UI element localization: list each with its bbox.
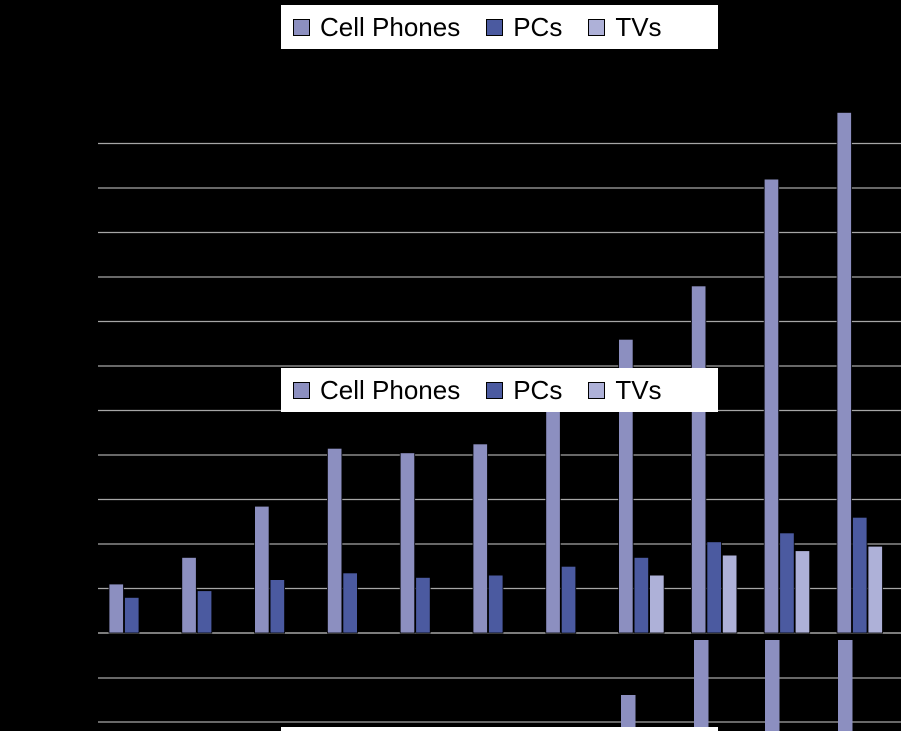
bar-pcs	[633, 557, 649, 634]
legend-dup-label-cell-phones: Cell Phones	[320, 374, 461, 405]
legend-entry-pcs: PCs	[486, 12, 562, 43]
bar-pcs	[779, 532, 795, 634]
bar-tvs	[867, 545, 883, 634]
bar-cell-phones	[545, 405, 561, 634]
legend-swatch-tvs	[588, 18, 606, 36]
legend-entry-cell-phones: Cell Phones	[293, 12, 460, 43]
lower-bar-fragment	[765, 640, 780, 731]
bar-cell-phones	[618, 338, 634, 634]
bars	[108, 112, 883, 634]
legend-duplicate: Cell Phones PCs TVs	[281, 368, 718, 412]
bar-pcs	[415, 577, 431, 634]
bar-pcs	[852, 516, 868, 634]
legend-swatch-cell-phones	[293, 18, 310, 36]
legend-dup-entry-tvs: TVs	[588, 374, 662, 406]
lower-gridlines	[98, 640, 901, 731]
bar-pcs	[342, 572, 358, 634]
legend-label-cell-phones: Cell Phones	[320, 11, 461, 42]
bar-cell-phones	[691, 285, 707, 634]
bar-pcs	[560, 565, 577, 634]
bar-tvs	[794, 550, 811, 634]
bar-pcs	[124, 597, 140, 634]
bar-cell-phones	[254, 505, 270, 634]
legend-dup-swatch-pcs	[486, 381, 504, 399]
bar-tvs	[722, 554, 738, 634]
bar-cell-phones	[836, 112, 852, 634]
bar-pcs	[196, 590, 213, 634]
legend-dup-label-tvs: TVs	[615, 374, 662, 405]
legend-dup-label-pcs: PCs	[513, 374, 563, 405]
legend-label-pcs: PCs	[513, 11, 563, 42]
legend-entry-tvs: TVs	[588, 11, 662, 43]
bar-pcs	[269, 579, 286, 634]
bar-cell-phones	[326, 447, 343, 634]
bar-pcs	[706, 541, 722, 634]
lower-bar-fragment	[694, 640, 709, 731]
legend-top: Cell Phones PCs TVs	[281, 5, 718, 49]
legend-dup-entry-pcs: PCs	[486, 375, 562, 406]
bar-pcs	[488, 574, 504, 634]
bar-cell-phones	[472, 443, 488, 634]
legend-dup-swatch-tvs	[588, 381, 606, 399]
bar-tvs	[649, 574, 665, 634]
lower-bar-fragment	[621, 695, 636, 731]
bar-cell-phones	[108, 583, 124, 634]
legend-dup-swatch-cell-phones	[293, 381, 310, 399]
bar-cell-phones	[763, 178, 780, 634]
lower-bar-fragment	[838, 640, 853, 731]
legend-swatch-pcs	[486, 18, 504, 36]
bar-cell-phones	[181, 557, 197, 634]
legend-label-tvs: TVs	[615, 11, 662, 42]
legend-bottom-fragment	[281, 727, 718, 731]
legend-dup-entry-cell-phones: Cell Phones	[293, 375, 460, 406]
bar-cell-phones	[399, 452, 416, 634]
